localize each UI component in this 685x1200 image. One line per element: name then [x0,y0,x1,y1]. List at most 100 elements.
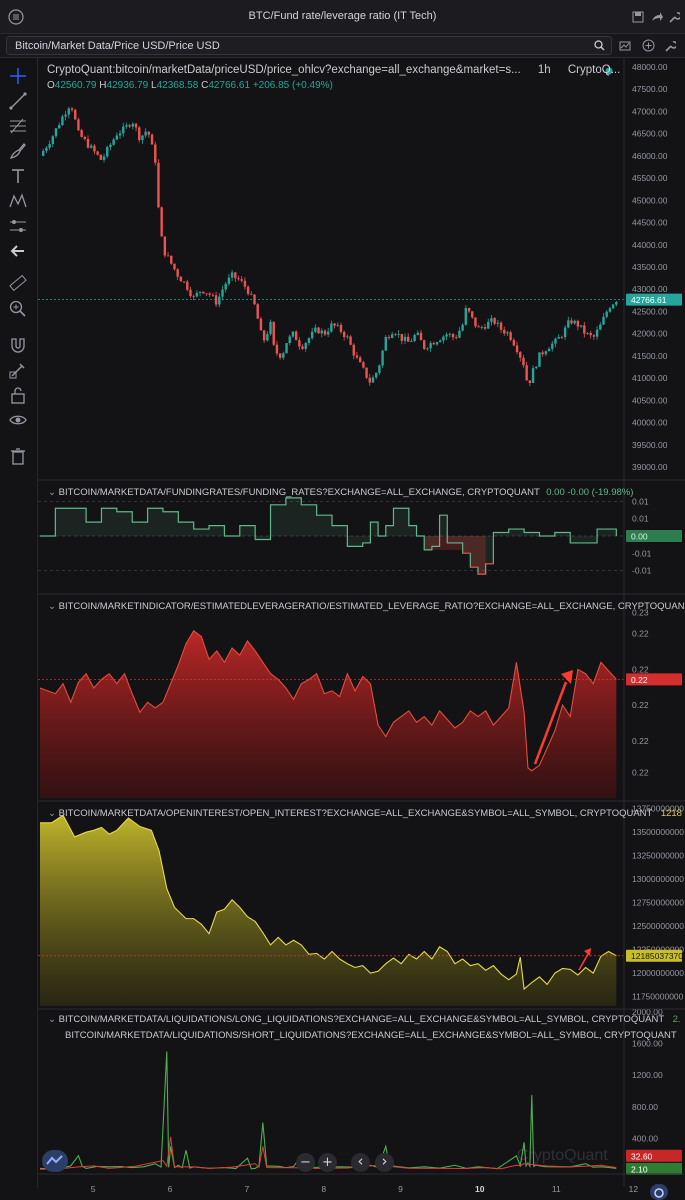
price-pane[interactable]: 48000.00 47500.00 47000.00 46500.00 46000.00… [38,62,682,472]
menu-icon[interactable] [8,9,24,25]
candle-body [118,133,122,136]
y-tick-label: 42500.00 [632,306,668,316]
funding-negative-area [462,536,471,554]
collapse-chevron-icon[interactable]: ⌄ [48,1014,56,1025]
y-tick-label: 0.22 [632,629,649,639]
candle-body [448,333,452,335]
candle-body [487,321,490,329]
candle-body [291,331,295,337]
candle-body [288,336,291,344]
candle-body [368,377,371,383]
ohlc-open: 42560.79 [54,80,97,91]
crosshair-icon[interactable] [8,66,28,86]
annotations [533,670,591,971]
lock-icon[interactable] [8,385,28,405]
open-interest-pane[interactable]: 13750000000 13500000000 13250000000 1300000… [38,804,684,1006]
y-tick-label: 40000.00 [632,418,668,428]
share-icon[interactable] [651,11,663,23]
y-tick-label: 2000.00 [632,1007,663,1017]
funding-rate-pane[interactable]: 0.010.010.00-0.01-0.010.00 [38,496,682,576]
long-liq-last-value-bg [626,1162,682,1175]
price-interval[interactable]: 1h [537,64,551,76]
tradingview-logo[interactable] [42,1150,68,1172]
symbol-search-input[interactable]: Bitcoin/Market Data/Price USD/Price USD [6,36,612,55]
measure-icon[interactable] [8,216,28,236]
search-icon[interactable] [594,40,605,51]
y-tick-label: 39000.00 [632,462,668,472]
save-icon[interactable] [632,11,644,23]
help-button[interactable] [650,1184,668,1200]
candle-body [250,293,253,295]
leverage-area [40,630,617,798]
liquidations-pane[interactable]: 2000.00 1600.00 1200.00 800.00 400.00 32.60 2.… [39,1007,682,1175]
zoom-icon[interactable] [8,299,28,319]
candle-body [227,277,231,284]
candle-body [579,325,583,327]
candle-body [471,311,474,318]
price-series-name: CryptoQuant:bitcoin/marketData/priceUSD/… [47,64,521,76]
brush-icon[interactable] [8,141,28,161]
time-axis[interactable]: 5 6 7 8 9 10 11 12 [91,1184,639,1194]
candle-body [503,329,506,334]
leverage-ratio-pane[interactable]: 0.230.220.220.220.220.220.22 [38,607,682,798]
chart-canvas[interactable]: 48000.00 47500.00 47000.00 46500.00 46000.00… [38,58,685,1200]
text-icon[interactable] [8,166,28,186]
scroll-right-button[interactable]: › [375,1153,394,1172]
candle-body [458,330,461,338]
settings-icon[interactable] [664,40,676,52]
add-indicator-icon[interactable] [642,39,655,52]
candle-body [186,281,189,290]
zoom-out-button[interactable]: − [296,1153,315,1172]
candle-body [134,123,138,128]
candle-body [435,342,439,345]
candle-body [230,272,234,278]
ruler-icon[interactable] [8,273,28,293]
zoom-in-button[interactable]: + [318,1153,337,1172]
x-tick-label: 10 [475,1184,485,1194]
annotation-arrow-oi [578,953,589,971]
y-tick-label: 46000.00 [632,151,668,161]
y-tick-label: 44500.00 [632,218,668,228]
trash-icon[interactable] [8,446,28,466]
candle-body [218,296,221,305]
trend-line-icon[interactable] [8,91,28,111]
pattern-icon[interactable] [8,191,28,211]
candle-body [269,321,272,335]
collapse-chevron-icon[interactable]: ⌄ [48,808,56,819]
back-arrow-icon[interactable] [8,241,28,261]
candle-body [589,332,592,336]
eye-icon[interactable] [8,410,28,430]
magnet-icon[interactable] [8,335,28,355]
x-tick-label: 9 [398,1184,403,1194]
candle-body [528,380,532,383]
candle-body [307,338,311,343]
candle-body [237,278,240,280]
x-tick-label: 8 [321,1184,326,1194]
ohlc-open-label: O [47,80,55,91]
candle-body [278,353,282,358]
collapse-chevron-icon[interactable]: ⌄ [48,487,56,498]
candle-body [615,302,618,305]
chart-type-icon[interactable] [619,40,631,52]
scroll-left-button[interactable]: ‹ [351,1153,370,1172]
candle-body [599,324,602,330]
candle-body [554,338,557,344]
y-tick-label: 48000.00 [632,62,668,72]
oi-area [40,815,617,1006]
y-tick-label: 400.00 [632,1133,658,1143]
candle-body [445,334,448,337]
candle-body [464,307,468,325]
collapse-chevron-icon[interactable]: ⌄ [48,601,56,612]
candle-body [195,292,199,297]
candle-body [67,108,71,115]
wrench-icon[interactable] [668,11,680,23]
series-visibility-icon[interactable] [605,67,613,75]
short-liq-series-name: BITCOIN/MARKETDATA/LIQUIDATIONS/SHORT_LI… [65,1030,677,1041]
fib-icon[interactable] [8,116,28,136]
last-price-label-bg [626,293,682,306]
lock-drawing-icon[interactable] [8,360,28,380]
ohlc-high-label: H [99,80,107,91]
candle-body [506,332,509,334]
candle-body [138,127,141,141]
candle-body [122,126,125,134]
